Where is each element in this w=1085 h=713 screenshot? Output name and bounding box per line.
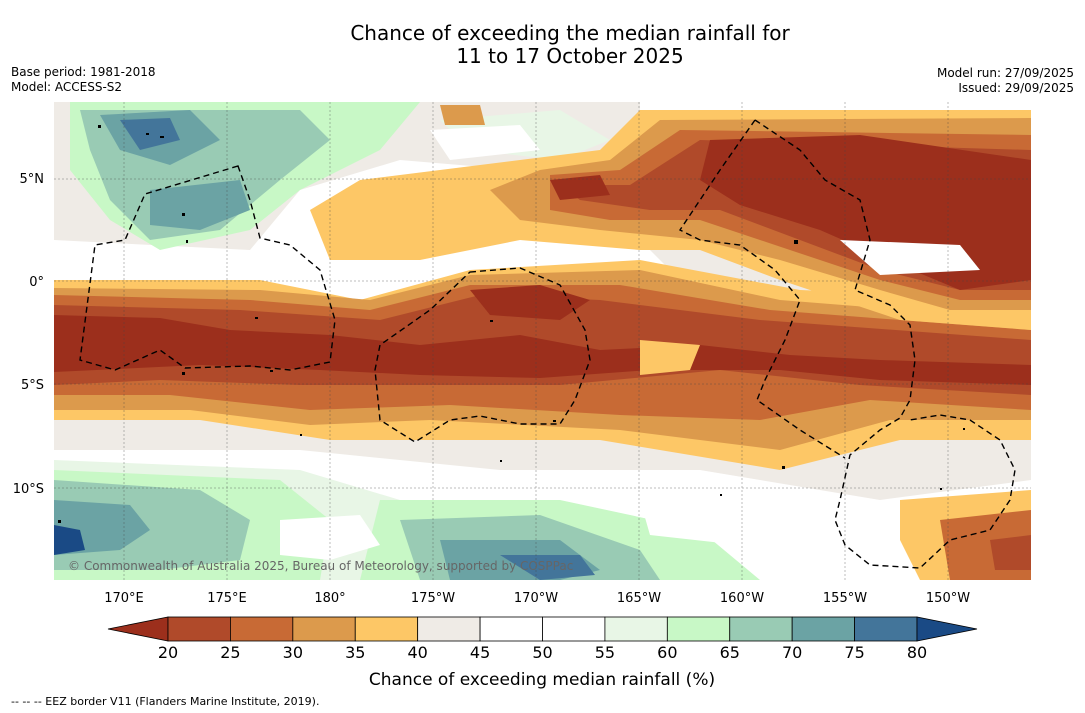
issued-date: Issued: 29/09/2025	[958, 81, 1074, 95]
attribution-text: © Commonwealth of Australia 2025, Bureau…	[68, 559, 573, 573]
colorbar-tick-label: 50	[532, 643, 552, 662]
colorbar-segment	[604, 616, 668, 642]
colorbar-segment	[230, 616, 294, 642]
latitude-axis: 5°N 0° 5°S 10°S	[13, 172, 44, 497]
colorbar-extend-low	[107, 616, 169, 642]
eez-kiribati-gilbert	[79, 165, 336, 371]
title-line-2: 11 to 17 October 2025	[456, 44, 684, 68]
colorbar-tick-label: 55	[595, 643, 615, 662]
eez-borders	[79, 119, 1016, 569]
colorbar-tick-label: 70	[782, 643, 802, 662]
map-title: Chance of exceeding the median rainfall …	[0, 22, 1085, 68]
eez-kiribati-line	[678, 119, 1016, 569]
map-panel: © Commonwealth of Australia 2025, Bureau…	[54, 102, 1031, 580]
title-line-1: Chance of exceeding the median rainfall …	[350, 21, 790, 45]
eez-kiribati-phoenix	[374, 267, 591, 443]
lat-label-5n: 5°N	[20, 172, 45, 187]
islands	[58, 125, 965, 523]
colorbar-tick-label: 75	[844, 643, 864, 662]
lat-label-5s: 5°S	[21, 378, 44, 393]
eez-legend: -- -- -- EEZ border V11 (Flanders Marine…	[11, 695, 320, 708]
graticule	[54, 102, 1031, 580]
lon-label-180: 180°	[314, 591, 345, 606]
lat-label-10s: 10°S	[13, 482, 44, 497]
colorbar-tick-label: 40	[407, 643, 427, 662]
lat-label-0: 0°	[29, 275, 44, 290]
colorbar-segment	[542, 616, 606, 642]
lon-label-170w: 170°W	[514, 591, 558, 606]
lon-label-165w: 165°W	[617, 591, 661, 606]
colorbar-tick-label: 35	[345, 643, 365, 662]
base-period: Base period: 1981-2018	[11, 65, 156, 79]
colorbar-tick-label: 45	[470, 643, 490, 662]
colorbar-segment	[417, 616, 481, 642]
colorbar-segment	[791, 616, 855, 642]
longitude-axis: 170°E 175°E 180° 175°W 170°W 165°W 160°W…	[104, 591, 970, 606]
colorbar: 20 25 30 35 40 45 50 55 60 65 70 75 80	[107, 616, 978, 662]
lon-label-150w: 150°W	[926, 591, 970, 606]
colorbar-segment	[354, 616, 419, 642]
metadata-right: Model run: 27/09/2025 Issued: 29/09/2025	[937, 66, 1074, 96]
colorbar-extend-high	[916, 616, 978, 642]
lon-label-175e: 175°E	[207, 591, 247, 606]
colorbar-tick-label: 65	[720, 643, 740, 662]
model-name: Model: ACCESS-S2	[11, 80, 123, 94]
lon-label-175w: 175°W	[411, 591, 455, 606]
colorbar-tick-label: 30	[283, 643, 303, 662]
colorbar-tick-label: 80	[907, 643, 927, 662]
colorbar-tick-label: 25	[220, 643, 240, 662]
dry-band-west	[54, 260, 1031, 470]
colorbar-segment	[479, 616, 543, 642]
colorbar-segment	[167, 616, 231, 642]
colorbar-segment	[729, 616, 793, 642]
lon-label-170e: 170°E	[104, 591, 144, 606]
colorbar-segment	[666, 616, 731, 642]
white-patches	[280, 125, 980, 560]
colorbar-segment	[292, 616, 356, 642]
lon-label-155w: 155°W	[823, 591, 867, 606]
colorbar-label: Chance of exceeding median rainfall (%)	[369, 670, 715, 690]
metadata-left: Base period: 1981-2018 Model: ACCESS-S2	[11, 65, 156, 95]
colorbar-tick-label: 60	[657, 643, 677, 662]
lon-label-160w: 160°W	[720, 591, 764, 606]
dry-zone-southeast	[900, 490, 1031, 580]
colorbar-tick-label: 20	[158, 643, 178, 662]
model-run: Model run: 27/09/2025	[936, 66, 1074, 80]
colorbar-segment	[854, 616, 918, 642]
